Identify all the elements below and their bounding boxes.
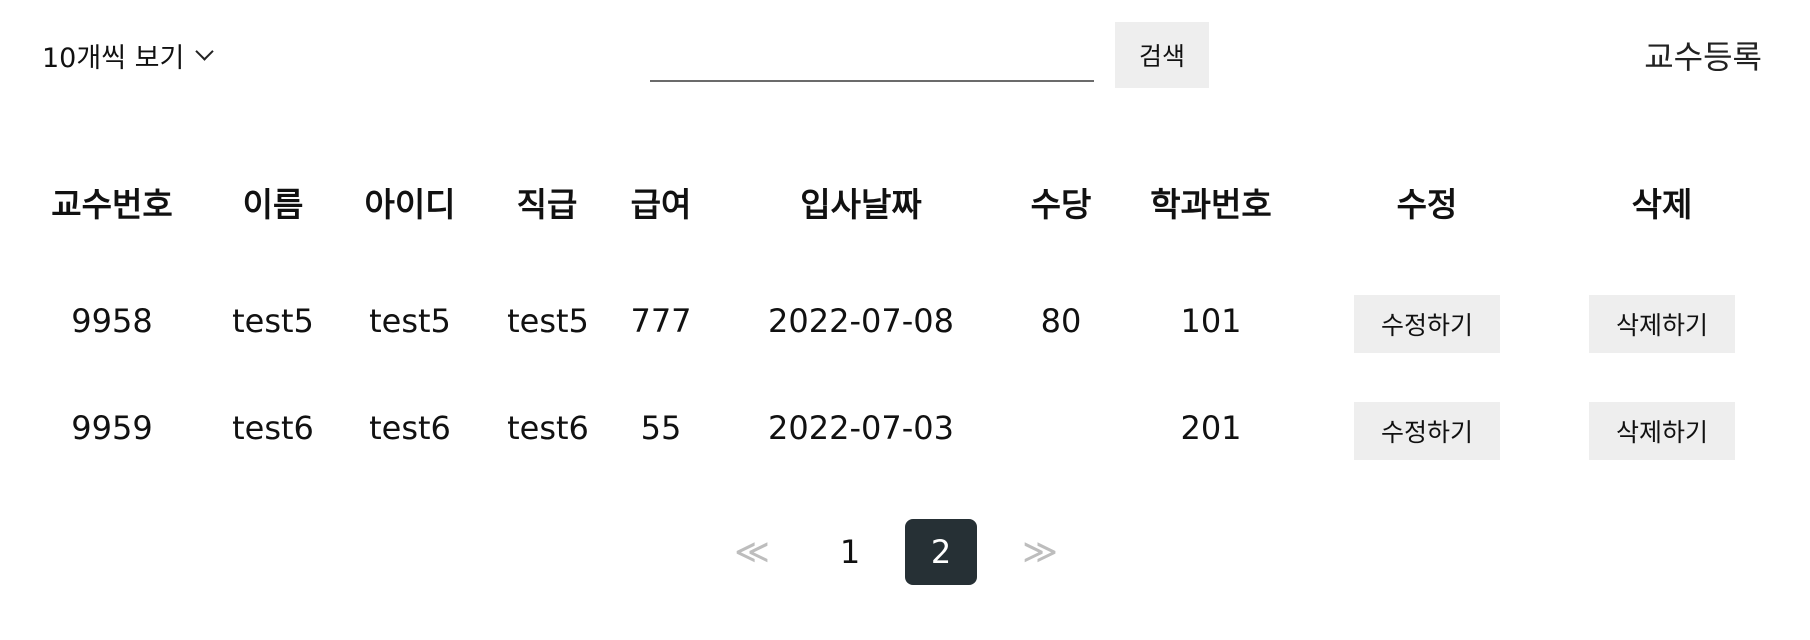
column-header-id: 교수번호 <box>51 185 173 224</box>
column-header-delete: 삭제 <box>1631 185 1693 224</box>
cell-deptno: 201 <box>1180 409 1242 447</box>
page-number-1[interactable]: 1 <box>839 533 861 571</box>
column-header-position: 직급 <box>516 185 578 224</box>
column-header-userid: 아이디 <box>364 185 456 224</box>
cell-hiredate: 2022-07-08 <box>768 302 954 340</box>
column-header-allowance: 수당 <box>1030 185 1092 224</box>
page-size-select[interactable]: 10개씩 보기 <box>42 36 215 75</box>
cell-position: test6 <box>507 409 589 447</box>
column-header-name: 이름 <box>242 185 304 224</box>
register-professor-link[interactable]: 교수등록 <box>1644 38 1762 76</box>
column-header-salary: 급여 <box>630 185 692 224</box>
cell-salary: 55 <box>640 409 682 447</box>
page-number-2-current[interactable]: 2 <box>905 519 977 585</box>
column-header-deptno: 학과번호 <box>1150 185 1272 224</box>
cell-id: 9959 <box>71 409 153 447</box>
pagination: ≪ 1 2 ≫ <box>0 519 1810 585</box>
cell-hiredate: 2022-07-03 <box>768 409 954 447</box>
edit-button[interactable]: 수정하기 <box>1354 402 1500 460</box>
cell-position: test5 <box>507 302 589 340</box>
cell-allowance: 80 <box>1040 302 1082 340</box>
double-chevron-left-icon[interactable]: ≪ <box>734 532 770 572</box>
cell-userid: test6 <box>369 409 451 447</box>
column-header-hiredate: 입사날짜 <box>800 185 922 224</box>
cell-salary: 777 <box>630 302 692 340</box>
double-chevron-right-icon[interactable]: ≫ <box>1022 532 1058 572</box>
delete-button[interactable]: 삭제하기 <box>1589 295 1735 353</box>
edit-button[interactable]: 수정하기 <box>1354 295 1500 353</box>
column-header-edit: 수정 <box>1396 185 1458 224</box>
search-button[interactable]: 검색 <box>1115 22 1209 88</box>
cell-userid: test5 <box>369 302 451 340</box>
delete-button[interactable]: 삭제하기 <box>1589 402 1735 460</box>
cell-deptno: 101 <box>1180 302 1242 340</box>
cell-name: test5 <box>232 302 314 340</box>
search-input[interactable] <box>650 30 1094 82</box>
page-size-label: 10개씩 보기 <box>42 43 185 74</box>
cell-name: test6 <box>232 409 314 447</box>
cell-id: 9958 <box>71 302 153 340</box>
